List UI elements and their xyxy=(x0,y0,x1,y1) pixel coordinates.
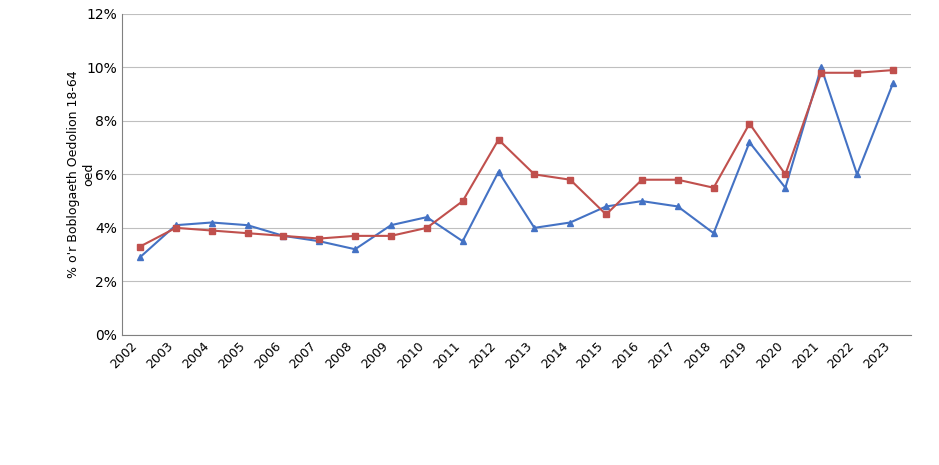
Cymru xyxy=(600,204,611,209)
Cymru xyxy=(672,204,684,209)
y DU xyxy=(637,177,648,183)
Cymru xyxy=(744,140,755,145)
y DU xyxy=(672,177,684,183)
y DU xyxy=(816,70,827,75)
Cymru xyxy=(170,222,181,228)
Cymru xyxy=(457,239,469,244)
y DU xyxy=(852,70,863,75)
y DU xyxy=(600,212,611,217)
y DU xyxy=(457,198,469,204)
y DU xyxy=(349,233,361,239)
Cymru xyxy=(887,81,899,86)
y DU xyxy=(493,137,504,142)
Cymru xyxy=(314,239,325,244)
Cymru xyxy=(564,219,576,225)
y DU xyxy=(779,172,791,177)
Cymru xyxy=(852,172,863,177)
Y-axis label: % o'r Boblogaeth Oedolion 18-64
oed: % o'r Boblogaeth Oedolion 18-64 oed xyxy=(67,71,95,278)
y DU xyxy=(529,172,540,177)
Cymru xyxy=(278,233,289,239)
Cymru xyxy=(529,225,540,231)
Cymru xyxy=(816,65,827,70)
y DU xyxy=(278,233,289,239)
y DU xyxy=(708,185,719,191)
y DU xyxy=(170,225,181,231)
Line: y DU: y DU xyxy=(136,66,897,250)
Cymru xyxy=(242,222,254,228)
y DU xyxy=(744,121,755,126)
y DU xyxy=(206,228,217,233)
Cymru xyxy=(134,254,146,260)
Cymru xyxy=(385,222,396,228)
Cymru xyxy=(206,219,217,225)
Cymru xyxy=(349,246,361,252)
Cymru xyxy=(637,198,648,204)
y DU xyxy=(385,233,396,239)
Cymru xyxy=(493,169,504,174)
y DU xyxy=(242,231,254,236)
y DU xyxy=(887,67,899,73)
Cymru xyxy=(422,214,433,220)
Cymru xyxy=(708,231,719,236)
Cymru xyxy=(779,185,791,191)
y DU xyxy=(134,244,146,249)
y DU xyxy=(422,225,433,231)
y DU xyxy=(564,177,576,183)
y DU xyxy=(314,236,325,241)
Line: Cymru: Cymru xyxy=(136,64,897,261)
